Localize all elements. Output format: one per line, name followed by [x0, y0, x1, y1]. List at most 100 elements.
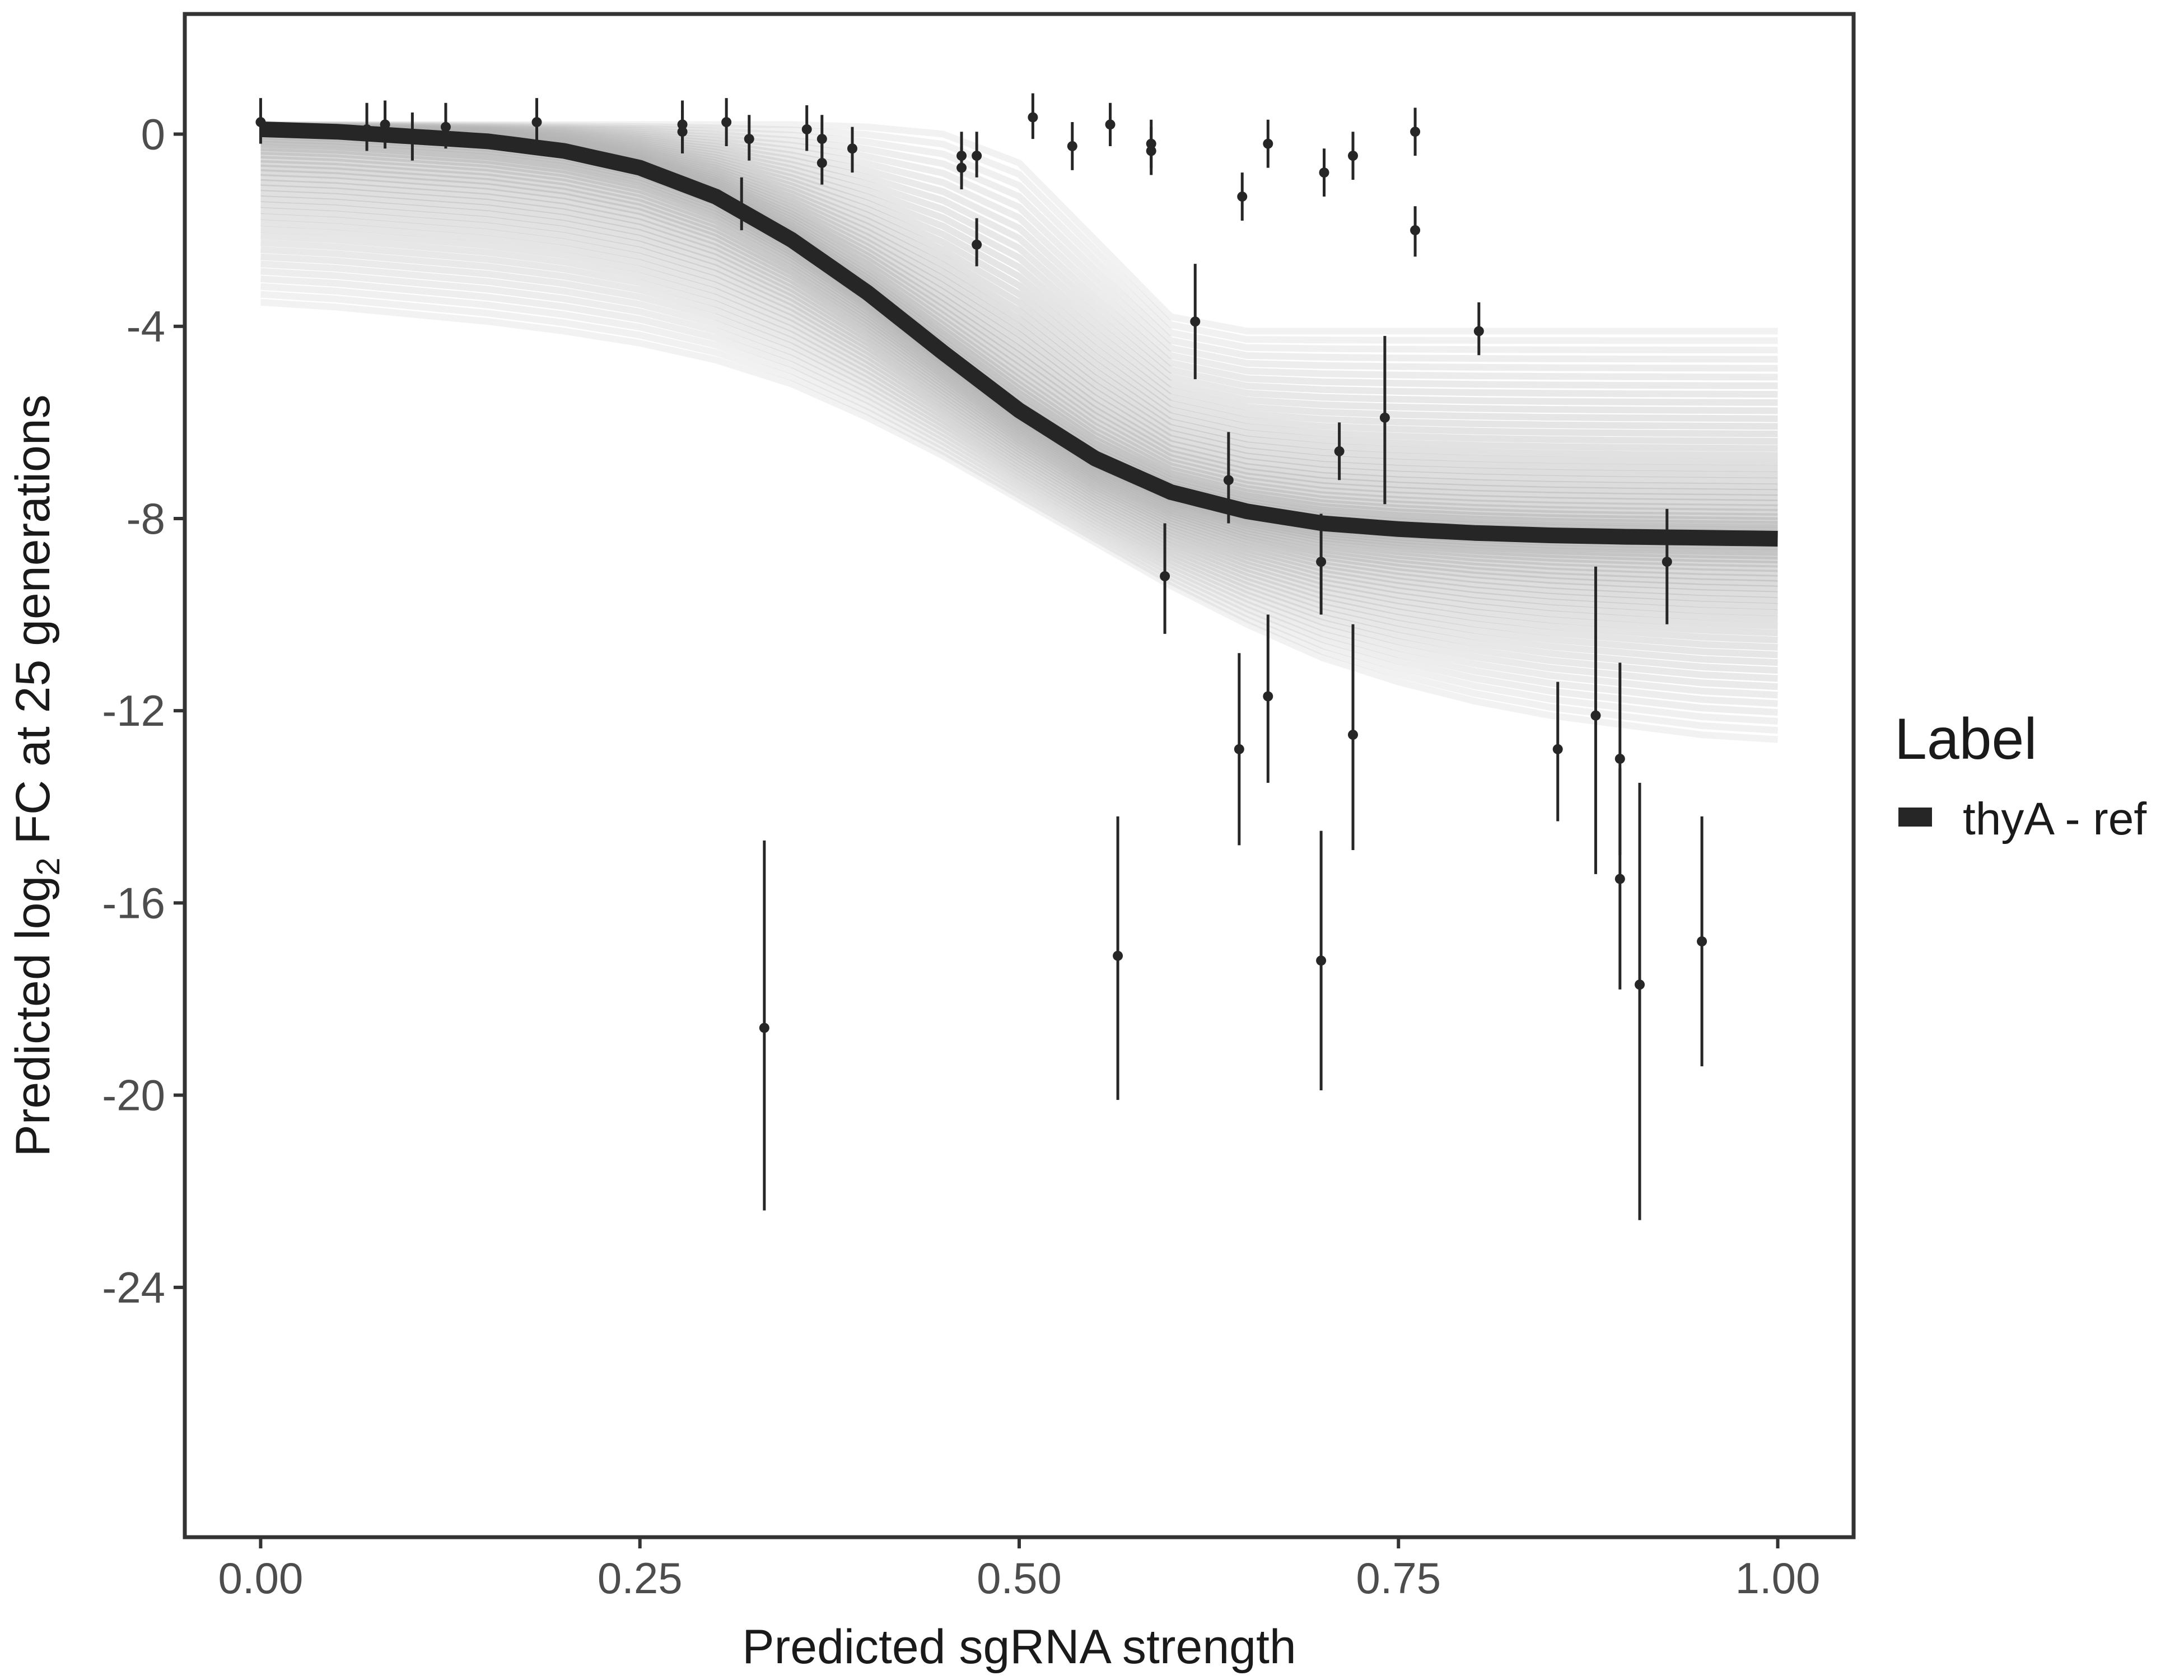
posterior-draws [260, 121, 1778, 743]
point-marker [1614, 753, 1625, 764]
data-point [1473, 302, 1484, 356]
y-tick-label: 0 [141, 110, 165, 159]
posterior-draw-line [260, 121, 1778, 344]
data-point [440, 102, 451, 149]
point-marker [816, 157, 827, 168]
data-point [1614, 768, 1625, 990]
point-marker [956, 151, 967, 161]
posterior-draw-line [260, 179, 1778, 604]
x-axis: 0.00 0.25 0.50 0.75 1.00 [218, 1537, 1820, 1603]
data-point [972, 132, 982, 178]
data-point [1348, 132, 1358, 180]
point-marker [1223, 475, 1234, 486]
data-point [1635, 782, 1645, 1220]
posterior-draw-line [260, 232, 1778, 666]
point-marker [1263, 691, 1273, 702]
data-point [1334, 422, 1345, 480]
posterior-draw-line [260, 123, 1778, 422]
posterior-draw-line [260, 123, 1778, 437]
data-point [1379, 335, 1390, 505]
point-marker [440, 122, 451, 132]
y-axis: 0 -4 -8 -12 -16 -20 -24 [102, 110, 185, 1312]
point-marker [1635, 979, 1645, 990]
x-tick-label: 0.25 [598, 1553, 683, 1603]
point-marker [972, 151, 982, 161]
data-point [847, 127, 857, 173]
point-marker [816, 134, 827, 144]
posterior-draw-line [260, 122, 1778, 381]
data-point [1316, 830, 1327, 1091]
posterior-draw-line [260, 122, 1778, 389]
data-point [1319, 148, 1329, 197]
data-point [759, 840, 769, 1211]
posterior-draw-line [260, 253, 1778, 690]
point-marker [1614, 874, 1625, 884]
posterior-draw-line [260, 246, 1778, 682]
data-point [255, 98, 266, 144]
y-tick-label: -20 [102, 1071, 165, 1120]
point-marker [1590, 710, 1601, 721]
data-point [744, 115, 754, 161]
data-point [1552, 682, 1563, 822]
data-point [531, 98, 542, 146]
posterior-draw-line [260, 160, 1778, 582]
point-marker [721, 117, 732, 128]
posterior-draw-line [260, 276, 1778, 716]
data-point [380, 100, 390, 149]
posterior-draw-line [260, 195, 1778, 623]
posterior-draw-line [260, 201, 1778, 629]
point-marker [759, 1023, 769, 1033]
data-point [721, 98, 732, 146]
y-tick-label: -24 [102, 1263, 165, 1312]
legend-title: Label [1894, 707, 2037, 772]
y-axis-title: Predicted log2 FC at 25 generations [6, 394, 67, 1156]
point-marker [1348, 730, 1358, 740]
point-marker [1410, 127, 1421, 137]
posterior-draw-line [260, 260, 1778, 699]
point-marker [1697, 936, 1707, 947]
posterior-draw-line [260, 268, 1778, 707]
posterior-draw-line [260, 123, 1778, 398]
data-point [956, 132, 967, 178]
posterior-draw-line [260, 184, 1778, 610]
data-point [1028, 93, 1038, 139]
data-point [1190, 264, 1201, 380]
data-point [972, 218, 982, 267]
y-tick-label: -4 [127, 302, 165, 351]
posterior-draw-line [260, 220, 1778, 651]
x-tick-label: 0.00 [218, 1553, 304, 1603]
point-marker [1067, 141, 1077, 151]
posterior-draw-line [260, 169, 1778, 592]
data-point [1234, 653, 1244, 846]
x-axis-title: Predicted sgRNA strength [742, 1620, 1296, 1674]
point-marker [677, 127, 688, 137]
point-marker [1105, 119, 1116, 130]
data-point [1662, 508, 1672, 624]
point-marker [1028, 112, 1038, 123]
posterior-draw-line [260, 239, 1778, 674]
data-point [1237, 172, 1248, 221]
data-point [1263, 614, 1273, 783]
point-marker [1190, 316, 1201, 327]
data-point [1410, 108, 1421, 156]
point-marker [972, 239, 982, 250]
point-marker [801, 124, 812, 134]
y-tick-label: -12 [102, 686, 165, 735]
point-marker [1662, 557, 1672, 567]
posterior-draw-line [260, 207, 1778, 637]
posterior-draw-line [260, 121, 1778, 335]
posterior-draw-line [260, 156, 1778, 577]
point-marker [1552, 744, 1563, 754]
data-point [736, 177, 747, 231]
posterior-draw-line [260, 164, 1778, 587]
posterior-draw-line [260, 124, 1778, 452]
posterior-draw-line [260, 283, 1778, 725]
y-tick-label: -8 [127, 494, 165, 543]
posterior-draw-line [260, 123, 1778, 430]
point-marker [1410, 225, 1421, 236]
data-point [1263, 119, 1273, 168]
y-axis-title-prefix: Predicted log [6, 876, 60, 1157]
point-marker [407, 131, 418, 142]
posterior-draw-line [260, 298, 1778, 743]
data-point [801, 105, 812, 151]
